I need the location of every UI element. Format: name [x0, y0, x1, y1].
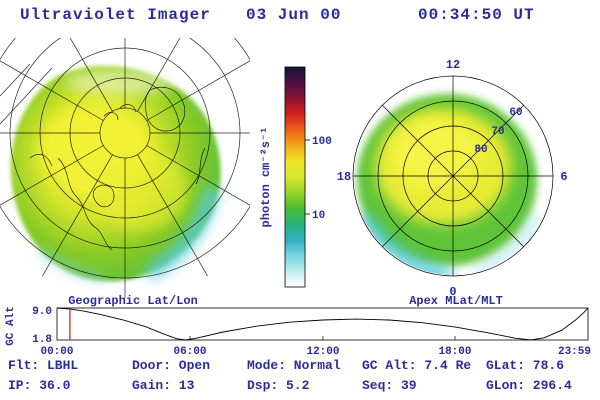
mlat-label-60: 60	[509, 107, 522, 119]
xtick-1200: 12:00	[306, 346, 339, 358]
xtick-0600: 06:00	[173, 346, 206, 358]
polar-grid	[352, 75, 554, 277]
mlt-label-12: 12	[446, 58, 460, 72]
status-dsp: Dsp: 5.2	[247, 378, 310, 393]
x-tick-labels: 00:00 06:00 12:00 18:00 23:59	[40, 346, 591, 358]
apex-yellow-core	[391, 120, 479, 188]
page-title: Ultraviolet Imager	[20, 6, 211, 24]
status-row-2: IP: 36.0 Gain: 13 Dsp: 5.2 Seq: 39 GLon:…	[0, 378, 600, 396]
geo-cyan-fringe	[144, 186, 220, 282]
colorbar: 100 10 photon cm⁻²s⁻¹	[259, 66, 332, 288]
colorbar-tick-10: 10	[312, 210, 325, 222]
geo-pale-top-edge	[65, 69, 175, 95]
status-row-1: Flt: LBHL Door: Open Mode: Normal GC Alt…	[0, 358, 600, 376]
apex-polar-panel: 12 0 18 6 60 70 80	[337, 58, 568, 299]
colorbar-gradient	[284, 66, 306, 288]
ytick-1-8: 1.8	[32, 334, 52, 346]
gc-alt-curve	[56, 307, 589, 341]
status-glon: GLon: 296.4	[486, 378, 572, 393]
ytick-9-0: 9.0	[32, 306, 52, 318]
mlt-label-0: 0	[449, 285, 456, 299]
xtick-2359: 23:59	[558, 346, 591, 358]
geo-yellow-core-2	[96, 150, 188, 230]
mlt-label-18: 18	[337, 170, 351, 184]
plot-box	[56, 307, 589, 341]
polar-labels: 12 0 18 6 60 70 80	[337, 58, 568, 299]
gc-alt-ylabel: GC Alt	[5, 306, 17, 346]
date-label: 03 Jun 00	[246, 6, 342, 24]
colorbar-tick-100: 100	[312, 136, 332, 148]
status-ip: IP: 36.0	[8, 378, 71, 393]
colorbar-label: photon cm⁻²s⁻¹	[259, 127, 273, 228]
geo-aurora-image	[10, 65, 221, 284]
geo-caption: Geographic Lat/Lon	[68, 294, 198, 308]
mlat-label-70: 70	[491, 126, 504, 138]
apex-aurora-image	[356, 94, 542, 275]
status-glat: GLat: 78.6	[486, 358, 565, 373]
geo-coastlines	[29, 87, 206, 251]
mlat-label-80: 80	[474, 144, 487, 156]
gc-alt-chart: Geographic Lat/Lon Apex MLat/MLT 9.0 1.8…	[5, 294, 591, 358]
xtick-1800: 18:00	[438, 346, 471, 358]
apex-cyan-fringe-left	[356, 211, 453, 275]
status-mode: Mode: Normal	[247, 358, 341, 373]
status-door: Door: Open	[132, 358, 211, 373]
xtick-0000: 00:00	[40, 346, 73, 358]
apex-caption: Apex MLat/MLT	[409, 294, 503, 308]
mlt-label-6: 6	[560, 170, 567, 184]
status-seq: Seq: 39	[362, 378, 417, 393]
x-tickmarks	[189, 336, 456, 340]
status-flt: Flt: LBHL	[8, 358, 79, 373]
geo-graticule	[0, 38, 250, 298]
status-gain: Gain: 13	[132, 378, 195, 393]
apex-cyan-fringe-right	[473, 214, 542, 275]
status-gc-alt: GC Alt: 7.4 Re	[362, 358, 472, 373]
time-label: 00:34:50 UT	[418, 6, 535, 24]
geographic-map-panel	[0, 38, 250, 298]
